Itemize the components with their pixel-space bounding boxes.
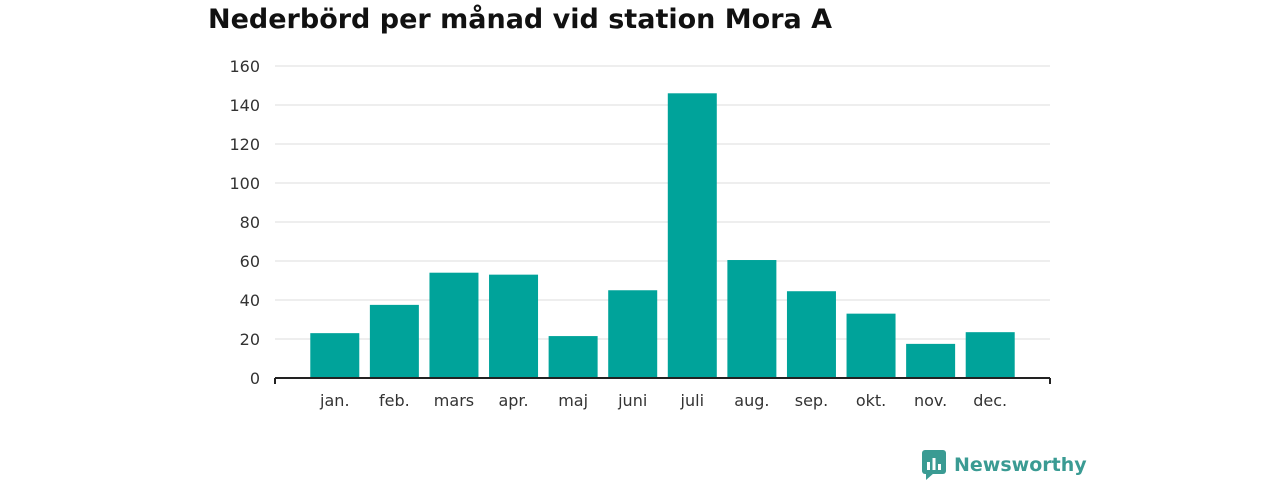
bar (965, 332, 1015, 378)
y-tick-label: 80 (240, 213, 260, 232)
bar (608, 290, 658, 378)
y-tick-label: 60 (240, 252, 260, 271)
x-axis-tick-labels: jan. feb. mars apr. maj juni juli aug. sep. okt. n… (319, 391, 1007, 410)
y-tick-label: 20 (240, 330, 260, 349)
bar (667, 93, 717, 379)
bar (369, 304, 419, 378)
x-tick-label: nov. (914, 391, 947, 410)
x-tick-label: juni (617, 391, 647, 410)
x-axis (274, 377, 1051, 384)
bars (310, 93, 1015, 379)
x-tick-label: apr. (498, 391, 528, 410)
gridlines (275, 65, 1050, 340)
brand-name: Newsworthy (954, 454, 1087, 476)
y-tick-label: 0 (250, 369, 260, 388)
y-tick-label: 100 (229, 174, 260, 193)
chart-title: Nederbörd per månad vid station Mora A (208, 4, 833, 35)
x-tick-label: mars (434, 391, 474, 410)
bar (489, 274, 539, 378)
x-tick-label: feb. (379, 391, 410, 410)
x-tick-label: okt. (856, 391, 886, 410)
x-tick-label: jan. (319, 391, 349, 410)
bar (727, 260, 777, 378)
bar (429, 272, 479, 378)
x-tick-label: sep. (795, 391, 828, 410)
x-tick-label: juli (680, 391, 704, 410)
y-axis-tick-labels: 0 20 40 60 80 100 120 140 160 (229, 57, 260, 388)
y-tick-label: 140 (229, 96, 260, 115)
bar (846, 313, 896, 378)
y-tick-label: 120 (229, 135, 260, 154)
bar (906, 343, 956, 378)
y-tick-label: 160 (229, 57, 260, 76)
bar-chart-logo-icon (922, 450, 946, 480)
bar (786, 291, 836, 378)
x-tick-label: aug. (734, 391, 769, 410)
y-tick-label: 40 (240, 291, 260, 310)
bar (310, 333, 360, 378)
x-tick-label: maj (558, 391, 588, 410)
x-tick-label: dec. (973, 391, 1007, 410)
bar-chart: 0 20 40 60 80 100 120 140 160 jan. feb. mars apr. ma… (229, 57, 1051, 410)
newsworthy-brand: Newsworthy (922, 450, 1087, 480)
bar (548, 336, 598, 378)
